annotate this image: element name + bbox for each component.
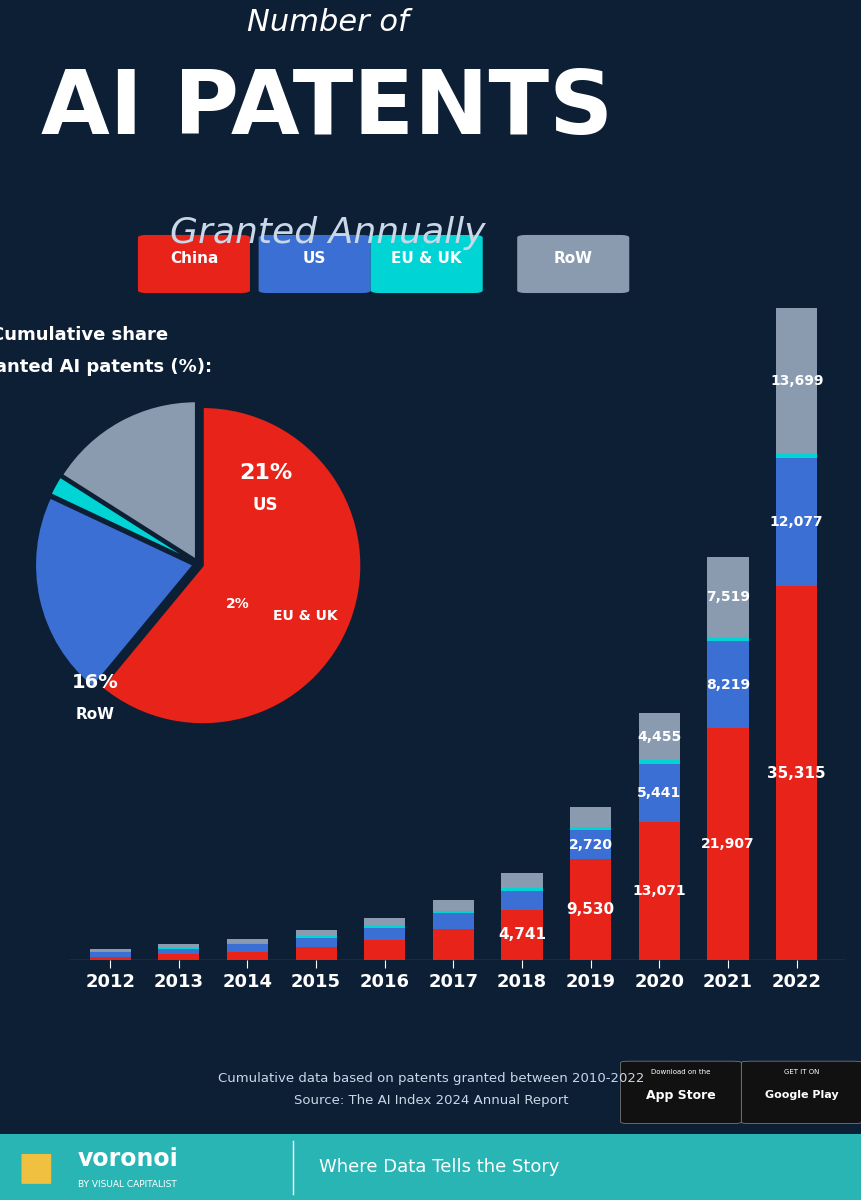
Bar — [638, 822, 679, 960]
Bar — [775, 308, 816, 454]
Text: 8,219: 8,219 — [705, 678, 749, 691]
Bar — [501, 910, 542, 960]
Text: Google Play: Google Play — [764, 1091, 838, 1100]
Wedge shape — [62, 401, 195, 560]
Text: AI PATENTS: AI PATENTS — [41, 66, 613, 152]
Bar — [501, 888, 542, 890]
FancyBboxPatch shape — [258, 235, 370, 293]
Text: 9,530: 9,530 — [566, 902, 614, 917]
Text: 16%: 16% — [71, 673, 119, 692]
FancyBboxPatch shape — [138, 235, 250, 293]
Bar — [295, 930, 337, 936]
Text: 4,741: 4,741 — [498, 928, 546, 942]
Bar — [363, 940, 405, 960]
Text: ■: ■ — [17, 1148, 54, 1187]
Bar — [432, 900, 474, 911]
Text: US: US — [252, 496, 278, 514]
Bar — [638, 761, 679, 764]
Bar — [569, 827, 610, 830]
Bar — [295, 936, 337, 937]
Bar — [158, 948, 199, 954]
Text: China: China — [170, 251, 218, 266]
Bar — [363, 918, 405, 926]
FancyBboxPatch shape — [620, 1061, 740, 1123]
Text: US: US — [302, 251, 326, 266]
Text: Granted Annually: Granted Annually — [170, 216, 485, 251]
Text: Cumulative data based on patents granted between 2010-2022: Cumulative data based on patents granted… — [218, 1072, 643, 1085]
Text: 35,315: 35,315 — [766, 766, 825, 780]
Bar — [638, 713, 679, 761]
Bar — [226, 938, 268, 943]
Text: 12,077: 12,077 — [769, 515, 822, 529]
Bar — [432, 911, 474, 913]
Bar — [158, 954, 199, 960]
Bar — [295, 937, 337, 947]
Bar — [90, 949, 131, 952]
Text: 2%: 2% — [226, 596, 250, 611]
Text: of granted AI patents (%):: of granted AI patents (%): — [0, 358, 212, 376]
Bar — [775, 586, 816, 960]
Text: 13,071: 13,071 — [632, 884, 685, 898]
Text: EU & UK: EU & UK — [391, 251, 461, 266]
Bar — [90, 952, 131, 956]
Text: EU & UK: EU & UK — [273, 608, 338, 623]
Bar — [638, 764, 679, 822]
Bar — [158, 944, 199, 948]
Text: 4,455: 4,455 — [636, 730, 681, 744]
Bar — [226, 944, 268, 952]
Bar — [363, 926, 405, 929]
FancyBboxPatch shape — [517, 235, 629, 293]
Bar — [775, 454, 816, 458]
Bar — [775, 458, 816, 586]
Text: 13,699: 13,699 — [769, 374, 822, 388]
Bar — [707, 641, 747, 728]
Bar — [226, 952, 268, 960]
Bar — [569, 830, 610, 859]
Text: Cumulative share: Cumulative share — [0, 326, 168, 344]
Bar — [295, 947, 337, 960]
Text: BY VISUAL CAPITALIST: BY VISUAL CAPITALIST — [77, 1180, 177, 1189]
Bar — [226, 943, 268, 944]
Bar — [501, 874, 542, 888]
Bar — [363, 929, 405, 940]
Bar — [707, 637, 747, 641]
Bar — [90, 956, 131, 960]
Text: Download on the: Download on the — [651, 1069, 709, 1075]
Bar — [707, 728, 747, 960]
Bar — [432, 913, 474, 929]
Text: GET IT ON: GET IT ON — [783, 1069, 819, 1075]
Text: Where Data Tells the Story: Where Data Tells the Story — [319, 1158, 559, 1176]
Text: Source: The AI Index 2024 Annual Report: Source: The AI Index 2024 Annual Report — [294, 1093, 567, 1106]
Text: 7,519: 7,519 — [705, 590, 749, 604]
Wedge shape — [35, 498, 194, 688]
FancyBboxPatch shape — [370, 235, 482, 293]
FancyBboxPatch shape — [740, 1061, 861, 1123]
Bar — [569, 806, 610, 827]
Text: 21%: 21% — [238, 463, 292, 482]
Bar — [432, 929, 474, 960]
Text: Number of: Number of — [246, 8, 408, 37]
Text: 5,441: 5,441 — [636, 786, 681, 799]
Wedge shape — [102, 407, 361, 725]
Wedge shape — [51, 476, 194, 562]
Text: 2,720: 2,720 — [568, 838, 612, 852]
Text: App Store: App Store — [646, 1088, 715, 1102]
Text: RoW: RoW — [553, 251, 592, 266]
Text: 21,907: 21,907 — [700, 838, 754, 851]
Bar — [501, 890, 542, 910]
Text: voronoi: voronoi — [77, 1147, 178, 1171]
Bar — [569, 859, 610, 960]
Bar — [707, 557, 747, 637]
Text: RoW: RoW — [76, 707, 115, 722]
